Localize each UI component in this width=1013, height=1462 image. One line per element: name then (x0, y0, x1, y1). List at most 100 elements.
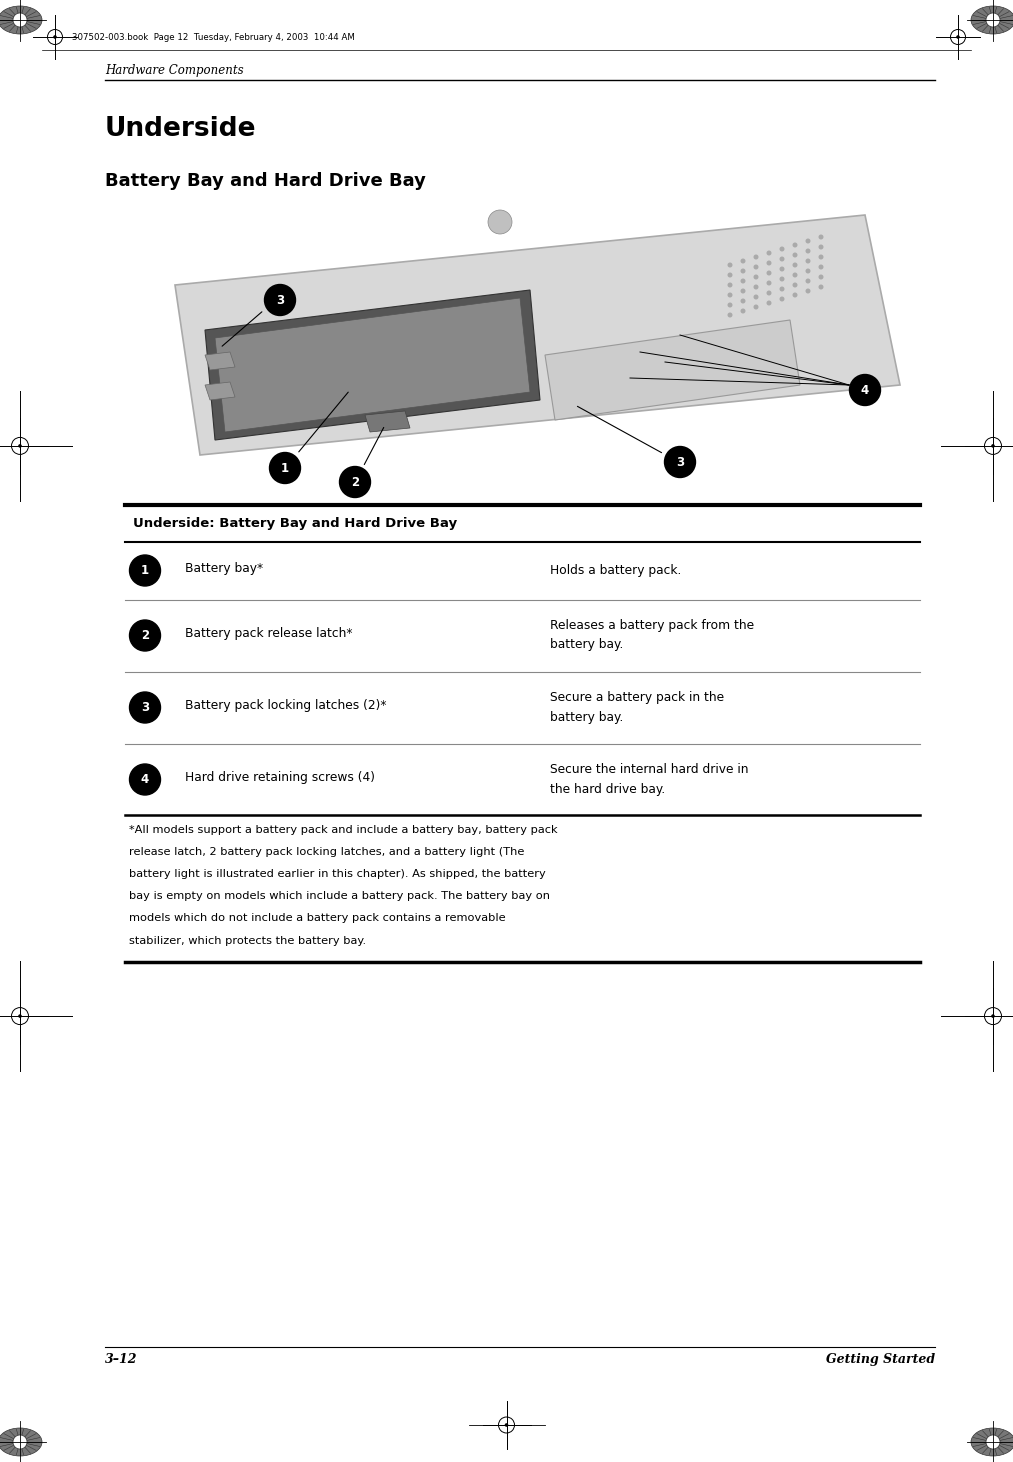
Circle shape (819, 265, 824, 269)
Text: models which do not include a battery pack contains a removable: models which do not include a battery pa… (129, 914, 505, 924)
Ellipse shape (0, 6, 42, 34)
Text: 3: 3 (141, 700, 149, 713)
Text: 307502-003.book  Page 12  Tuesday, February 4, 2003  10:44 AM: 307502-003.book Page 12 Tuesday, Februar… (72, 32, 355, 41)
Circle shape (767, 291, 772, 295)
Circle shape (819, 234, 824, 240)
Polygon shape (205, 382, 235, 401)
Circle shape (130, 620, 160, 651)
Text: the hard drive bay.: the hard drive bay. (550, 782, 666, 795)
Text: Underside: Battery Bay and Hard Drive Bay: Underside: Battery Bay and Hard Drive Ba… (133, 516, 457, 529)
Circle shape (54, 35, 57, 39)
Circle shape (754, 265, 759, 269)
Text: battery bay.: battery bay. (550, 639, 623, 652)
Circle shape (727, 272, 732, 278)
Circle shape (779, 276, 784, 282)
Circle shape (264, 285, 296, 316)
Circle shape (792, 253, 797, 257)
Ellipse shape (0, 1428, 42, 1456)
Polygon shape (365, 411, 410, 431)
Circle shape (18, 1015, 22, 1018)
Circle shape (805, 238, 810, 244)
Text: Battery Bay and Hard Drive Bay: Battery Bay and Hard Drive Bay (105, 173, 425, 190)
Circle shape (767, 260, 772, 266)
Circle shape (819, 254, 824, 259)
Circle shape (754, 254, 759, 259)
Circle shape (754, 275, 759, 279)
Circle shape (792, 243, 797, 247)
Circle shape (792, 292, 797, 297)
Text: Secure the internal hard drive in: Secure the internal hard drive in (550, 763, 749, 776)
Circle shape (488, 211, 512, 234)
Ellipse shape (971, 1428, 1013, 1456)
Circle shape (665, 446, 696, 478)
Circle shape (805, 288, 810, 294)
Text: bay is empty on models which include a battery pack. The battery bay on: bay is empty on models which include a b… (129, 892, 550, 902)
Text: Hardware Components: Hardware Components (105, 64, 243, 77)
Circle shape (986, 1436, 1000, 1449)
Circle shape (767, 270, 772, 275)
Circle shape (741, 298, 746, 304)
Circle shape (779, 256, 784, 262)
Circle shape (741, 269, 746, 273)
Circle shape (805, 269, 810, 273)
Circle shape (13, 13, 27, 26)
Text: *All models support a battery pack and include a battery bay, battery pack: *All models support a battery pack and i… (129, 826, 557, 835)
Circle shape (727, 303, 732, 307)
Polygon shape (215, 298, 530, 431)
Circle shape (805, 249, 810, 253)
Circle shape (741, 259, 746, 263)
Text: 3: 3 (676, 456, 684, 468)
Circle shape (779, 247, 784, 251)
Text: Hard drive retaining screws (4): Hard drive retaining screws (4) (185, 770, 375, 784)
Circle shape (754, 285, 759, 289)
Polygon shape (205, 289, 540, 440)
Text: release latch, 2 battery pack locking latches, and a battery light (The: release latch, 2 battery pack locking la… (129, 848, 525, 858)
Circle shape (779, 266, 784, 272)
Text: Underside: Underside (105, 115, 256, 142)
Text: 2: 2 (350, 475, 359, 488)
Circle shape (805, 278, 810, 284)
Circle shape (819, 244, 824, 250)
Circle shape (819, 275, 824, 279)
Ellipse shape (971, 6, 1013, 34)
Circle shape (741, 288, 746, 294)
Circle shape (956, 35, 959, 39)
Text: battery light is illustrated earlier in this chapter). As shipped, the battery: battery light is illustrated earlier in … (129, 870, 546, 880)
Circle shape (741, 308, 746, 313)
Circle shape (130, 556, 160, 586)
Circle shape (130, 765, 160, 795)
Polygon shape (205, 352, 235, 370)
Circle shape (779, 287, 784, 291)
Circle shape (504, 1423, 509, 1427)
Circle shape (741, 278, 746, 284)
Circle shape (339, 466, 371, 497)
Circle shape (727, 282, 732, 288)
Circle shape (13, 1436, 27, 1449)
Text: Battery bay*: Battery bay* (185, 561, 263, 575)
Text: Battery pack locking latches (2)*: Battery pack locking latches (2)* (185, 699, 387, 712)
Circle shape (991, 444, 995, 447)
Circle shape (991, 1015, 995, 1018)
Text: Secure a battery pack in the: Secure a battery pack in the (550, 692, 724, 705)
Text: 1: 1 (281, 462, 289, 475)
Text: Holds a battery pack.: Holds a battery pack. (550, 564, 682, 577)
Circle shape (18, 444, 22, 447)
Polygon shape (175, 215, 900, 455)
Text: Getting Started: Getting Started (826, 1352, 935, 1366)
Circle shape (727, 292, 732, 297)
Circle shape (792, 263, 797, 268)
Polygon shape (545, 320, 800, 420)
Circle shape (727, 313, 732, 317)
Circle shape (754, 304, 759, 310)
Text: 3: 3 (276, 294, 284, 307)
Circle shape (767, 250, 772, 256)
Text: 3–12: 3–12 (105, 1352, 138, 1366)
Text: 4: 4 (141, 773, 149, 787)
Text: 4: 4 (861, 383, 869, 396)
Text: Battery pack release latch*: Battery pack release latch* (185, 627, 353, 640)
Circle shape (779, 297, 784, 301)
Circle shape (727, 263, 732, 268)
Circle shape (754, 294, 759, 300)
Circle shape (767, 301, 772, 306)
Circle shape (269, 453, 301, 484)
